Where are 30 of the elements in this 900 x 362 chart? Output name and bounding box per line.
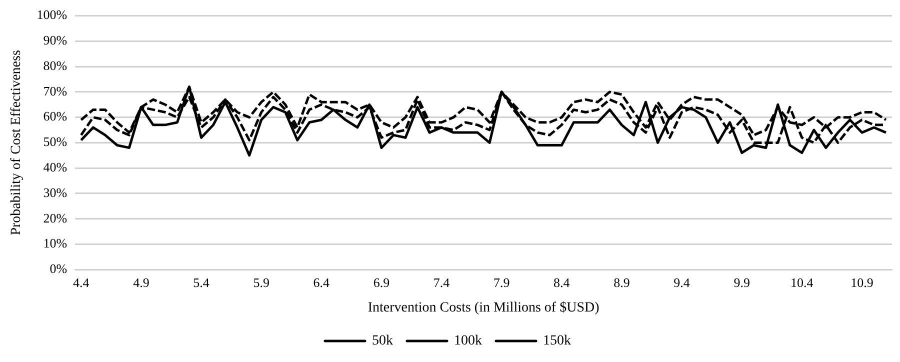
x-axis-title: Intervention Costs (in Millions of $USD) [368, 300, 600, 316]
x-tick-label: 5.9 [253, 274, 270, 290]
x-tick-label: 10.9 [850, 274, 874, 290]
x-tick-label: 6.4 [313, 274, 330, 290]
x-tick-label: 6.9 [373, 274, 390, 290]
y-tick-label: 0% [50, 261, 68, 276]
x-tick-label: 5.4 [193, 274, 210, 290]
legend-label: 100k [454, 334, 482, 349]
y-tick-label: 90% [43, 32, 68, 48]
x-tick-label: 4.9 [133, 274, 150, 290]
legend-label: 50k [372, 334, 393, 349]
y-tick-label: 100% [36, 7, 68, 22]
y-tick-label: 40% [43, 160, 68, 174]
y-tick-label: 80% [43, 58, 68, 73]
x-tick-label: 7.9 [493, 274, 510, 290]
x-tick-label: 8.4 [554, 274, 570, 290]
x-tick-label: 10.4 [790, 274, 814, 290]
x-tick-label: 7.4 [433, 274, 450, 290]
y-tick-label: 70% [43, 83, 68, 98]
y-tick-label: 30% [43, 184, 68, 200]
y-tick-label: 60% [43, 108, 68, 124]
y-axis-title: Probability of Cost Effectiveness [9, 50, 24, 236]
legend-label: 150k [543, 334, 571, 349]
x-tick-label: 9.9 [734, 274, 750, 290]
x-tick-label: 4.4 [73, 274, 90, 290]
y-tick-label: 50% [43, 134, 68, 150]
y-tick-label: 20% [43, 210, 68, 226]
x-tick-label: 9.4 [674, 274, 690, 290]
y-tick-label: 10% [43, 236, 68, 251]
x-tick-label: 8.9 [614, 274, 630, 290]
